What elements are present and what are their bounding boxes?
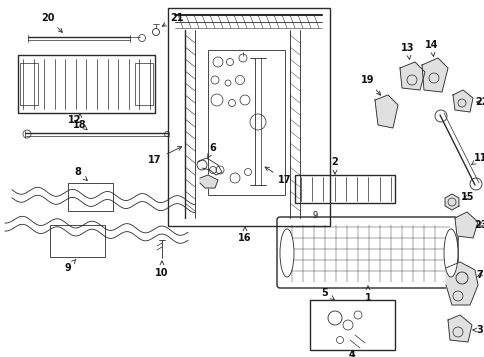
Polygon shape	[374, 95, 397, 128]
Text: 9: 9	[64, 259, 76, 273]
Text: 9: 9	[312, 211, 317, 220]
Text: 10: 10	[155, 261, 168, 278]
Polygon shape	[447, 315, 471, 342]
Polygon shape	[452, 90, 472, 112]
Text: 19: 19	[361, 75, 380, 95]
Text: 1: 1	[364, 286, 371, 303]
Polygon shape	[444, 194, 458, 210]
Bar	[309, 300, 394, 350]
Text: 2: 2	[331, 157, 338, 174]
Text: 17: 17	[265, 167, 291, 185]
Bar	[167, 8, 329, 226]
Bar	[50, 225, 105, 257]
Text: 17: 17	[148, 147, 182, 165]
Text: 18: 18	[73, 114, 87, 130]
Text: 8: 8	[75, 167, 87, 181]
Polygon shape	[454, 212, 477, 238]
Ellipse shape	[443, 229, 457, 277]
Text: 15: 15	[460, 192, 474, 202]
Text: 3: 3	[472, 325, 483, 335]
Text: 21: 21	[162, 13, 183, 26]
Text: 23: 23	[473, 220, 484, 230]
Text: 22: 22	[474, 97, 484, 107]
Text: 16: 16	[238, 227, 251, 243]
Bar	[20, 63, 38, 105]
Bar	[294, 175, 394, 203]
Text: 11: 11	[470, 153, 484, 165]
Polygon shape	[199, 175, 217, 188]
Polygon shape	[399, 62, 424, 90]
Text: 13: 13	[400, 43, 414, 59]
Text: 20: 20	[41, 13, 62, 32]
Polygon shape	[421, 58, 447, 92]
Text: 6: 6	[207, 143, 216, 158]
Text: 14: 14	[424, 40, 438, 56]
Ellipse shape	[279, 229, 293, 277]
Text: 12: 12	[68, 115, 87, 130]
Bar	[18, 55, 155, 113]
Text: 7: 7	[476, 270, 483, 280]
Text: 4: 4	[348, 350, 355, 357]
Bar	[135, 63, 152, 105]
Text: 5: 5	[321, 288, 333, 300]
Bar	[68, 183, 113, 211]
Polygon shape	[445, 262, 477, 305]
Bar	[208, 50, 285, 195]
